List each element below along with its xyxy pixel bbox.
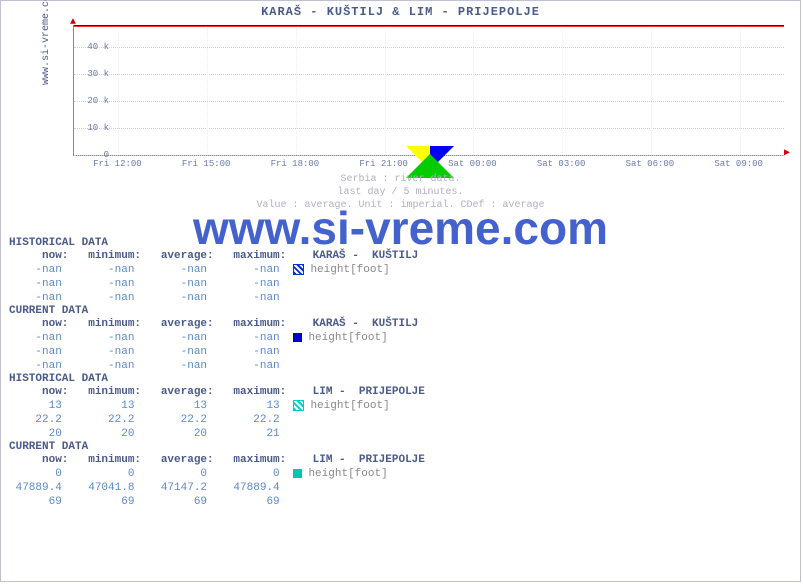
table-row: -nan -nan -nan -nan (1, 277, 800, 291)
table-header: now: minimum: average: maximum: LIM - PR… (1, 453, 800, 467)
chart-title: KARAŠ - KUŠTILJ & LIM - PRIJEPOLJE (1, 1, 800, 19)
chart-subtitle: Serbia : river data. last day / 5 minute… (1, 173, 800, 212)
x-tick-label: Fri 21:00 (359, 159, 408, 169)
legend-label: height[foot] (302, 468, 388, 480)
row-values: -nan -nan -nan -nan (9, 360, 293, 372)
row-values: 47889.4 47041.8 47147.2 47889.4 (9, 482, 293, 494)
gridline-v (296, 25, 297, 155)
gridline-v (740, 25, 741, 155)
x-tick-label: Sat 03:00 (537, 159, 586, 169)
row-values: -nan -nan -nan -nan (9, 278, 293, 290)
table-row: 22.2 22.2 22.2 22.2 (1, 413, 800, 427)
x-axis-arrow-icon: ▶ (784, 147, 790, 159)
row-values: 0 0 0 0 (9, 468, 293, 480)
gridline-v (207, 25, 208, 155)
table-header: now: minimum: average: maximum: LIM - PR… (1, 385, 800, 399)
subtitle-line: last day / 5 minutes. (1, 186, 800, 199)
y-tick-label: 10 k (79, 123, 109, 133)
table-row: 69 69 69 69 (1, 495, 800, 509)
x-tick-label: Fri 18:00 (271, 159, 320, 169)
gridline-h (74, 101, 784, 102)
table-row: 20 20 20 21 (1, 427, 800, 441)
table-row: -nan -nan -nan -nan (1, 291, 800, 305)
gridline-v (473, 25, 474, 155)
legend-marker-icon (293, 333, 302, 342)
legend-label: height[foot] (302, 332, 388, 344)
x-tick-label: Sat 00:00 (448, 159, 497, 169)
section-title: HISTORICAL DATA (1, 237, 800, 249)
legend-label: height[foot] (304, 264, 390, 276)
gridline-h (74, 128, 784, 129)
gridline-v (385, 25, 386, 155)
gridline-v (562, 25, 563, 155)
table-row: 0 0 0 0 height[foot] (1, 467, 800, 481)
subtitle-line: Serbia : river data. (1, 173, 800, 186)
row-values: -nan -nan -nan -nan (9, 346, 293, 358)
x-tick-label: Fri 12:00 (93, 159, 142, 169)
table-row: -nan -nan -nan -nan (1, 359, 800, 373)
chart-container: KARAŠ - KUŠTILJ & LIM - PRIJEPOLJE www.s… (0, 0, 801, 582)
x-tick-label: Sat 09:00 (714, 159, 763, 169)
row-values: -nan -nan -nan -nan (9, 264, 293, 276)
gridline-v (651, 25, 652, 155)
table-row: 47889.4 47041.8 47147.2 47889.4 (1, 481, 800, 495)
row-values: 13 13 13 13 (9, 400, 293, 412)
gridline-v (118, 25, 119, 155)
y-tick-label: 20 k (79, 96, 109, 106)
legend-marker-icon (293, 469, 302, 478)
legend-marker-icon (293, 400, 304, 411)
x-tick-label: Fri 15:00 (182, 159, 231, 169)
table-row: -nan -nan -nan -nan height[foot] (1, 263, 800, 277)
row-values: 69 69 69 69 (9, 496, 293, 508)
y-axis-label: www.si-vreme.com (41, 0, 52, 85)
row-values: 22.2 22.2 22.2 22.2 (9, 414, 293, 426)
data-tables: HISTORICAL DATA now: minimum: average: m… (1, 237, 800, 509)
y-tick-label: 40 k (79, 42, 109, 52)
row-values: 20 20 20 21 (9, 428, 293, 440)
table-row: -nan -nan -nan -nan (1, 345, 800, 359)
section-title: CURRENT DATA (1, 305, 800, 317)
y-tick-label: 30 k (79, 69, 109, 79)
plot-region: ▲ ▶ (73, 25, 784, 156)
x-tick-label: Sat 06:00 (626, 159, 675, 169)
subtitle-line: Value : average. Unit : imperial. CDef :… (1, 199, 800, 212)
gridline-h (74, 47, 784, 48)
section-title: HISTORICAL DATA (1, 373, 800, 385)
row-values: -nan -nan -nan -nan (9, 292, 293, 304)
table-header: now: minimum: average: maximum: KARAŠ - … (1, 249, 800, 263)
legend-marker-icon (293, 264, 304, 275)
row-values: -nan -nan -nan -nan (9, 332, 293, 344)
table-row: 13 13 13 13 height[foot] (1, 399, 800, 413)
table-header: now: minimum: average: maximum: KARAŠ - … (1, 317, 800, 331)
section-title: CURRENT DATA (1, 441, 800, 453)
series-line (74, 26, 784, 27)
legend-label: height[foot] (304, 400, 390, 412)
table-row: -nan -nan -nan -nan height[foot] (1, 331, 800, 345)
gridline-h (74, 74, 784, 75)
